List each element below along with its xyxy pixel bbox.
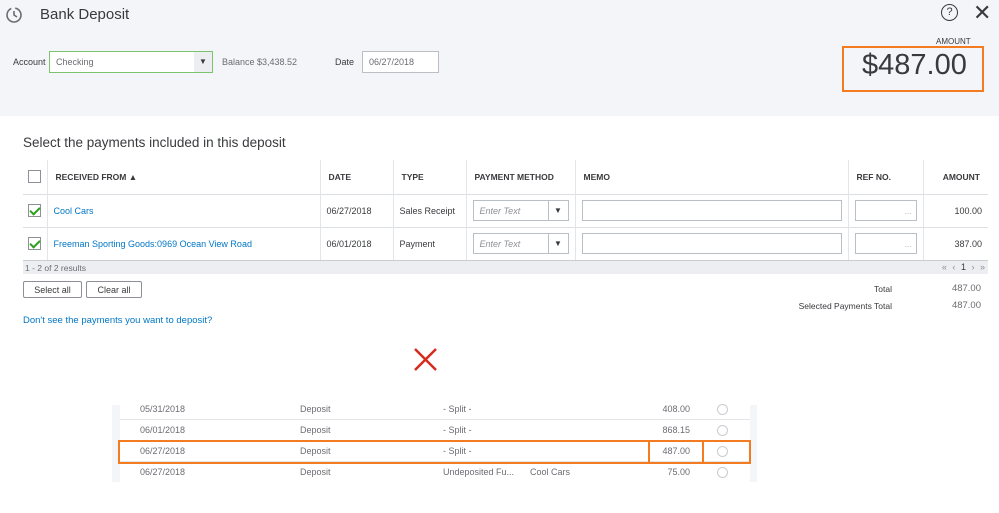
pager: « ‹ 1 › » <box>942 262 985 272</box>
col-date[interactable]: DATE <box>320 160 394 194</box>
row-date: 06/01/2018 <box>320 226 394 260</box>
row-checkbox[interactable] <box>28 237 41 251</box>
register-type: Deposit <box>300 467 331 477</box>
selected-total-label: Selected Payments Total <box>798 301 892 311</box>
selected-total-value: 487.00 <box>951 300 981 311</box>
payment-method-select[interactable]: Enter Text ▼ <box>472 233 569 255</box>
received-from-link[interactable]: Freeman Sporting Goods:0969 Ocean View R… <box>47 226 321 260</box>
page-title: Bank Deposit <box>40 6 130 23</box>
received-from-link[interactable]: Cool Cars <box>47 193 321 227</box>
table-footer: 1 - 2 of 2 results « ‹ 1 › » <box>23 260 988 274</box>
register-radio[interactable] <box>717 446 728 457</box>
register-radio[interactable] <box>717 404 728 415</box>
chevron-down-icon[interactable]: ▼ <box>547 234 568 254</box>
register-amount: 868.15 <box>662 425 690 435</box>
register-date: 06/27/2018 <box>140 446 186 456</box>
col-ref-no[interactable]: REF NO. <box>848 160 924 194</box>
clear-all-button[interactable]: Clear all <box>86 281 142 298</box>
col-memo[interactable]: MEMO <box>575 160 849 194</box>
register-account: - Split - <box>443 404 472 414</box>
chevron-down-icon[interactable]: ▼ <box>194 52 212 72</box>
register-row[interactable]: 06/27/2018 Deposit - Split - 487.00 <box>120 441 750 462</box>
register-row-highlight <box>118 440 751 464</box>
row-type: Payment <box>393 226 467 260</box>
amount-total: $487.00 <box>862 49 967 81</box>
register-account: - Split - <box>443 446 472 456</box>
date-label: Date <box>335 57 355 67</box>
col-type[interactable]: TYPE <box>393 160 467 194</box>
page-number[interactable]: 1 <box>960 262 966 272</box>
col-payment-method[interactable]: PAYMENT METHOD <box>466 160 576 194</box>
register-amount: 75.00 <box>667 467 690 477</box>
register-type: Deposit <box>300 425 331 435</box>
memo-input[interactable] <box>581 200 842 221</box>
select-all-button[interactable]: Select all <box>23 281 82 298</box>
register-date: 06/27/2018 <box>140 467 186 477</box>
results-count: 1 - 2 of 2 results <box>25 263 86 273</box>
first-page-icon[interactable]: « <box>941 262 947 272</box>
section-title: Select the payments included in this dep… <box>23 135 286 150</box>
help-icon[interactable]: ? <box>941 4 958 21</box>
register-row[interactable]: 06/27/2018 Deposit Undeposited Fu... Cool C… <box>120 462 750 482</box>
row-checkbox[interactable] <box>28 204 41 217</box>
register-amount-highlight <box>648 440 704 464</box>
recent-transactions-icon[interactable] <box>4 5 24 25</box>
total-label: Total <box>874 284 892 294</box>
row-type: Sales Receipt <box>393 193 467 227</box>
register-date: 05/31/2018 <box>140 404 186 414</box>
row-amount: 100.00 <box>923 193 988 227</box>
row-date: 06/27/2018 <box>320 193 394 227</box>
register-radio[interactable] <box>717 467 728 478</box>
amount-highlight <box>842 46 984 92</box>
ref-input[interactable]: ... <box>854 200 917 221</box>
account-value: Checking <box>56 57 94 67</box>
payment-method-placeholder: Enter Text <box>479 239 521 250</box>
select-all-checkbox[interactable] <box>28 170 41 184</box>
last-page-icon[interactable]: » <box>979 262 985 272</box>
close-icon[interactable]: ✕ <box>973 0 992 25</box>
next-page-icon[interactable]: › <box>971 262 975 272</box>
table-row: Cool Cars 06/27/2018 Sales Receipt Enter… <box>23 193 988 227</box>
register-type: Deposit <box>300 404 331 414</box>
register-type: Deposit <box>300 446 331 456</box>
register-amount: 408.00 <box>662 404 690 414</box>
payment-method-placeholder: Enter Text <box>479 206 521 216</box>
register-amount: 487.00 <box>662 446 690 456</box>
register-payee: Cool Cars <box>530 467 571 477</box>
amount-label: AMOUNT <box>936 37 971 46</box>
missing-payments-link[interactable]: Don't see the payments you want to depos… <box>23 315 213 326</box>
register-row[interactable]: 05/31/2018 Deposit - Split - 408.00 <box>120 400 750 420</box>
table-row: Freeman Sporting Goods:0969 Ocean View R… <box>23 226 988 260</box>
ref-input[interactable]: ... <box>854 233 917 255</box>
account-label: Account <box>13 57 46 67</box>
balance: Balance $3,438.52 <box>222 57 298 67</box>
col-received-from[interactable]: RECEIVED FROM ▲ <box>47 160 321 194</box>
memo-input[interactable] <box>581 233 842 255</box>
payment-method-select[interactable]: Enter Text ▼ <box>472 200 569 221</box>
register-radio[interactable] <box>717 425 728 436</box>
payments-table: RECEIVED FROM ▲ DATE TYPE PAYMENT METHOD… <box>23 160 988 260</box>
row-amount: 387.00 <box>923 226 988 260</box>
register-account: - Split - <box>443 425 472 435</box>
register-account: Undeposited Fu... <box>443 467 515 477</box>
account-select[interactable]: Checking ▼ <box>49 51 213 73</box>
register-row[interactable]: 06/01/2018 Deposit - Split - 868.15 <box>120 420 750 441</box>
date-input[interactable]: 06/27/2018 <box>362 51 439 73</box>
total-value: 487.00 <box>951 283 981 294</box>
cross-mark-icon <box>414 348 437 371</box>
col-amount[interactable]: AMOUNT <box>942 171 980 182</box>
chevron-down-icon[interactable]: ▼ <box>547 201 568 220</box>
prev-page-icon[interactable]: ‹ <box>952 262 956 272</box>
register-date: 06/01/2018 <box>140 425 186 435</box>
